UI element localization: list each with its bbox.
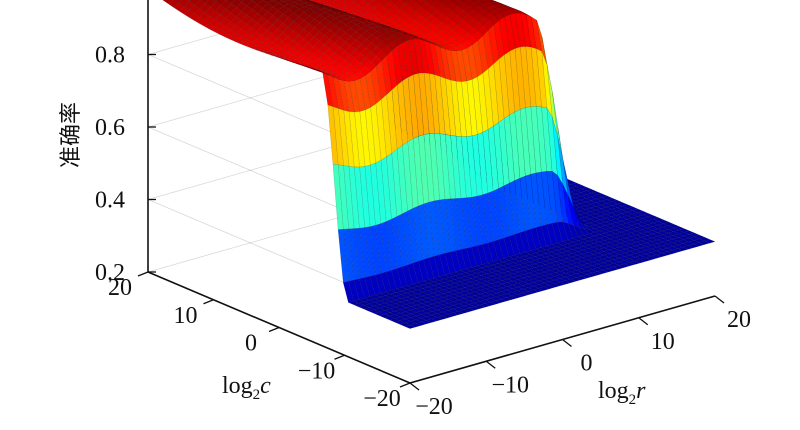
surface-layer <box>162 0 716 329</box>
surface-facet <box>438 0 446 3</box>
surface-facet <box>462 0 474 5</box>
surface-facet <box>415 0 427 6</box>
surface-facet <box>194 0 206 9</box>
surface-facet <box>704 239 716 244</box>
r-tick-mark <box>485 360 496 369</box>
surface-facet <box>321 0 333 5</box>
surface-facet <box>175 0 182 3</box>
surface-facet <box>332 0 343 6</box>
surface-facet <box>279 0 290 2</box>
z-axis-label: 准确率 <box>59 102 84 168</box>
surface-facet <box>400 0 410 4</box>
r-tick-label: 20 <box>727 307 751 333</box>
surface-facet <box>288 0 300 3</box>
surface-facet <box>394 0 406 10</box>
surface-facet <box>405 0 417 8</box>
surface-facet <box>272 0 285 4</box>
z-tick-label: 0.8 <box>95 43 125 69</box>
r-tick-mark <box>714 295 725 304</box>
surface-facet <box>461 0 465 2</box>
c-tick-mark <box>268 326 280 333</box>
c-tick-label: 20 <box>108 275 132 301</box>
surface-facet <box>328 0 336 3</box>
surface-facet <box>647 215 659 220</box>
surface-facet <box>226 0 236 4</box>
z-tick-label: 0.4 <box>95 188 125 214</box>
surface-facet <box>387 0 392 2</box>
r-tick-mark <box>638 317 649 326</box>
surface-facet <box>601 195 613 200</box>
x-axis-label: log2c <box>222 373 271 403</box>
c-tick-label: −10 <box>298 358 336 384</box>
surface-facet <box>673 226 685 231</box>
surface-facet <box>189 0 200 6</box>
surface-facet <box>241 0 253 6</box>
surface-facet <box>693 234 706 239</box>
surface-facet <box>178 0 190 7</box>
surface-facet <box>250 0 254 1</box>
surface-facet <box>297 0 304 1</box>
surface-facet <box>473 0 485 5</box>
surface-facet <box>262 0 274 4</box>
c-tick-label: 0 <box>245 331 257 357</box>
surface-facet <box>220 0 232 10</box>
surface-facet <box>238 0 245 3</box>
surface-facet <box>575 184 587 189</box>
surface-facet <box>187 0 191 2</box>
r-tick-label: −20 <box>415 394 453 420</box>
surface-facet <box>200 0 209 4</box>
surface-facet <box>168 0 180 8</box>
surface-facet <box>452 0 464 6</box>
surface-facet <box>621 204 634 209</box>
surface-facet <box>339 0 346 3</box>
surface-facet <box>431 0 443 9</box>
surface-facet <box>270 0 277 2</box>
c-tick-label: −20 <box>363 386 401 412</box>
y-axis-label: log2r <box>598 378 646 408</box>
r-tick-label: 10 <box>651 329 675 355</box>
surface-facet <box>215 0 227 6</box>
surface-facet <box>368 0 380 8</box>
surface-facet <box>441 0 453 7</box>
z-tick-label: 0.2 <box>95 260 125 286</box>
surface-facet <box>375 0 383 4</box>
c-tick-mark <box>137 271 149 277</box>
surface-facet <box>163 0 174 5</box>
surface-facet <box>231 0 242 8</box>
r-tick-label: −10 <box>491 372 529 398</box>
r-tick-mark <box>409 382 420 391</box>
z-tick-label: 0.6 <box>95 115 125 141</box>
surface-facet <box>318 0 326 2</box>
c-tick-label: 10 <box>174 303 198 329</box>
surface-facet <box>350 0 356 2</box>
r-tick-mark <box>562 338 572 348</box>
surface-facet <box>480 0 490 3</box>
surface-facet <box>310 0 323 3</box>
c-tick-mark <box>334 354 345 360</box>
surface-facet <box>450 0 455 2</box>
surface-facet <box>252 0 263 5</box>
surface-facet <box>413 0 419 3</box>
surface-facet <box>213 0 218 2</box>
label-layer: 准确率 log2c log2r <box>59 102 646 408</box>
surface-facet <box>471 0 477 2</box>
surface-facet <box>299 0 311 3</box>
c-tick-mark <box>203 299 214 305</box>
c-tick-mark <box>399 382 411 388</box>
r-tick-label: 0 <box>581 351 593 377</box>
